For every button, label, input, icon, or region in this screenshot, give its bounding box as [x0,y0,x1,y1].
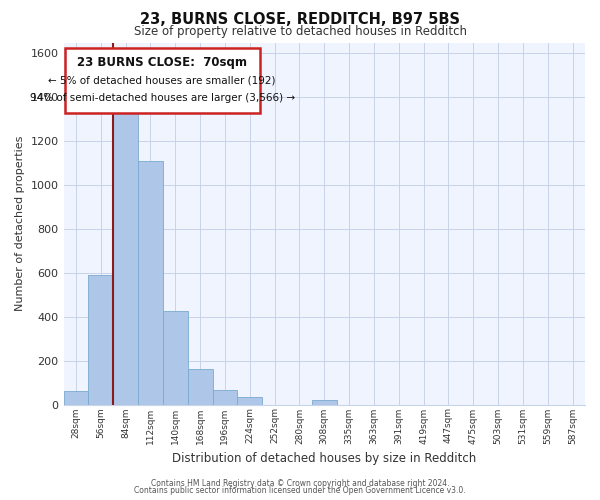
Text: Size of property relative to detached houses in Redditch: Size of property relative to detached ho… [133,25,467,38]
Bar [188,370,212,404]
Bar [163,312,188,404]
Bar [64,392,88,404]
Text: ← 5% of detached houses are smaller (192): ← 5% of detached houses are smaller (192… [49,76,276,86]
Text: Contains HM Land Registry data © Crown copyright and database right 2024.: Contains HM Land Registry data © Crown c… [151,478,449,488]
X-axis label: Distribution of detached houses by size in Redditch: Distribution of detached houses by size … [172,452,476,465]
Text: Contains public sector information licensed under the Open Government Licence v3: Contains public sector information licen… [134,486,466,495]
Bar [312,400,337,404]
Bar [138,161,163,404]
Text: 94% of semi-detached houses are larger (3,566) →: 94% of semi-detached houses are larger (… [29,94,295,104]
Text: 23 BURNS CLOSE:  70sqm: 23 BURNS CLOSE: 70sqm [77,56,247,68]
Y-axis label: Number of detached properties: Number of detached properties [15,136,25,311]
Bar [212,390,238,404]
Text: 23, BURNS CLOSE, REDDITCH, B97 5BS: 23, BURNS CLOSE, REDDITCH, B97 5BS [140,12,460,28]
Bar [113,112,138,405]
Bar [88,275,113,404]
FancyBboxPatch shape [65,48,260,112]
Bar [238,397,262,404]
